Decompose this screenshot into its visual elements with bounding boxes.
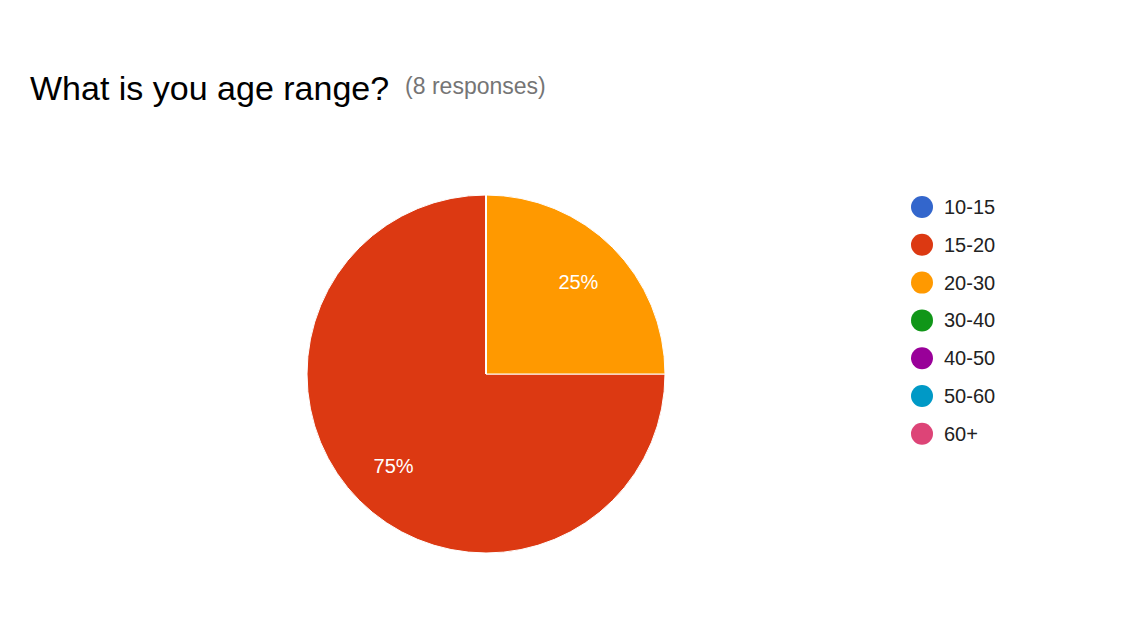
pie-slice [486, 195, 487, 374]
legend: 10-15 15-20 20-30 30-40 40-50 50-60 60+ [911, 196, 995, 445]
pie [307, 195, 665, 553]
background [0, 0, 1146, 630]
data-labels: 75% 25% [374, 271, 599, 478]
pie-slice [486, 195, 487, 374]
legend-label: 30-40 [944, 309, 995, 331]
pie-slice [486, 195, 487, 374]
data-label: 25% [558, 271, 598, 293]
legend-label: 20-30 [944, 272, 995, 294]
legend-swatch [911, 385, 933, 407]
chart: What is you age range? (8 responses) 75% 25… [0, 0, 1146, 630]
legend-label: 60+ [944, 423, 978, 445]
subtitle: (8 responses) [405, 73, 546, 99]
pie-slice [486, 195, 487, 374]
legend-label: 10-15 [944, 196, 995, 218]
pie-slice [307, 195, 665, 553]
pie-slice [486, 195, 665, 374]
legend-swatch [911, 234, 933, 256]
legend-label: 40-50 [944, 347, 995, 369]
legend-swatch [911, 423, 933, 445]
title: What is you age range? [30, 69, 389, 107]
legend-swatch [911, 272, 933, 294]
data-label: 75% [374, 455, 414, 477]
legend-swatch [911, 347, 933, 369]
legend-swatch [911, 309, 933, 331]
legend-swatch [911, 196, 933, 218]
legend-label: 15-20 [944, 234, 995, 256]
pie-slice [486, 195, 487, 374]
legend-label: 50-60 [944, 385, 995, 407]
